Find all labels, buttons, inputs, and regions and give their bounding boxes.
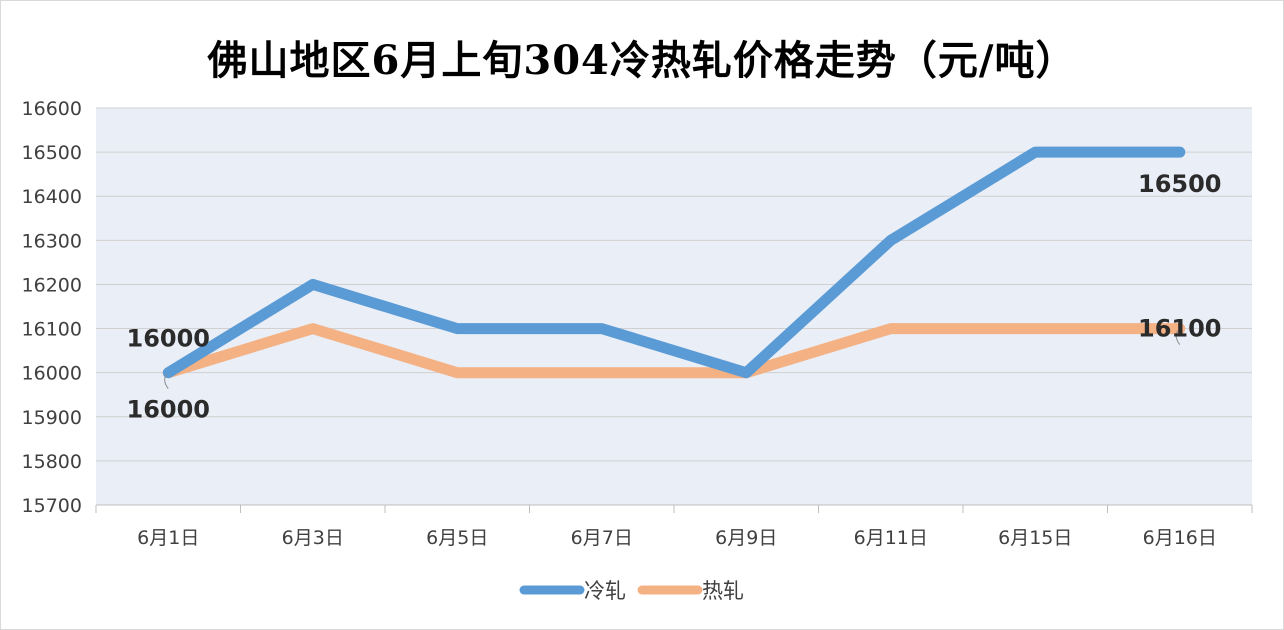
x-tick-label: 6月16日 (1143, 527, 1217, 549)
legend: 冷轧 热轧 (519, 579, 744, 603)
data-point (889, 327, 893, 331)
series-line-cold-rolled (162, 146, 1186, 379)
data-label: 16000 (127, 325, 211, 353)
x-tick-label: 6月3日 (282, 527, 344, 549)
y-axis: 15700 15800 15900 16000 16100 16200 16300 16400… (22, 98, 82, 517)
label-leader (164, 374, 169, 389)
x-tick-label: 6月15日 (998, 527, 1072, 549)
y-tick-label: 15800 (22, 451, 82, 473)
data-point (1033, 327, 1037, 331)
chart-title: 佛山地区6月上旬304冷热轧价格走势（元/吨） (207, 37, 1077, 84)
data-labels: 16000 16500 16000 16100 (127, 170, 1222, 424)
x-axis: 6月1日 6月3日 6月5日 6月7日 6月9日 6月11日 6月15日 6月16日 (95, 504, 1253, 549)
y-tick-label: 16400 (22, 186, 82, 208)
x-tick-label: 6月1日 (137, 527, 199, 549)
data-label: 16500 (1138, 170, 1222, 198)
x-tick-label: 6月9日 (715, 527, 777, 549)
data-point (455, 327, 459, 331)
data-point (1178, 327, 1182, 331)
y-tick-label: 16600 (22, 98, 82, 120)
y-tick-label: 16200 (22, 274, 82, 296)
data-point (311, 327, 315, 331)
data-label: 16100 (1138, 315, 1222, 343)
data-point (600, 371, 604, 375)
series-lines (162, 146, 1186, 379)
y-tick-label: 16000 (22, 363, 82, 385)
legend-label: 冷轧 (584, 579, 626, 603)
plot-area (96, 108, 1252, 505)
data-point (166, 371, 170, 375)
series-line-hot-rolled (162, 323, 1186, 379)
x-tick-label: 6月11日 (854, 527, 928, 549)
data-point (600, 327, 604, 331)
x-tick-label: 6月7日 (571, 527, 633, 549)
label-leader (1175, 330, 1181, 345)
data-label: 16000 (127, 396, 211, 424)
data-point (455, 371, 459, 375)
y-tick-label: 16100 (22, 319, 82, 341)
data-point (1178, 150, 1182, 154)
y-tick-label: 16300 (22, 230, 82, 252)
data-point (311, 282, 315, 286)
x-tick-label: 6月5日 (426, 527, 488, 549)
y-tick-label: 15700 (22, 495, 82, 517)
gridlines (96, 107, 1252, 506)
legend-label: 热轧 (702, 579, 744, 603)
data-point (744, 371, 748, 375)
y-tick-label: 15900 (22, 407, 82, 429)
data-point (1033, 150, 1037, 154)
data-point (889, 238, 893, 242)
y-tick-label: 16500 (22, 142, 82, 164)
